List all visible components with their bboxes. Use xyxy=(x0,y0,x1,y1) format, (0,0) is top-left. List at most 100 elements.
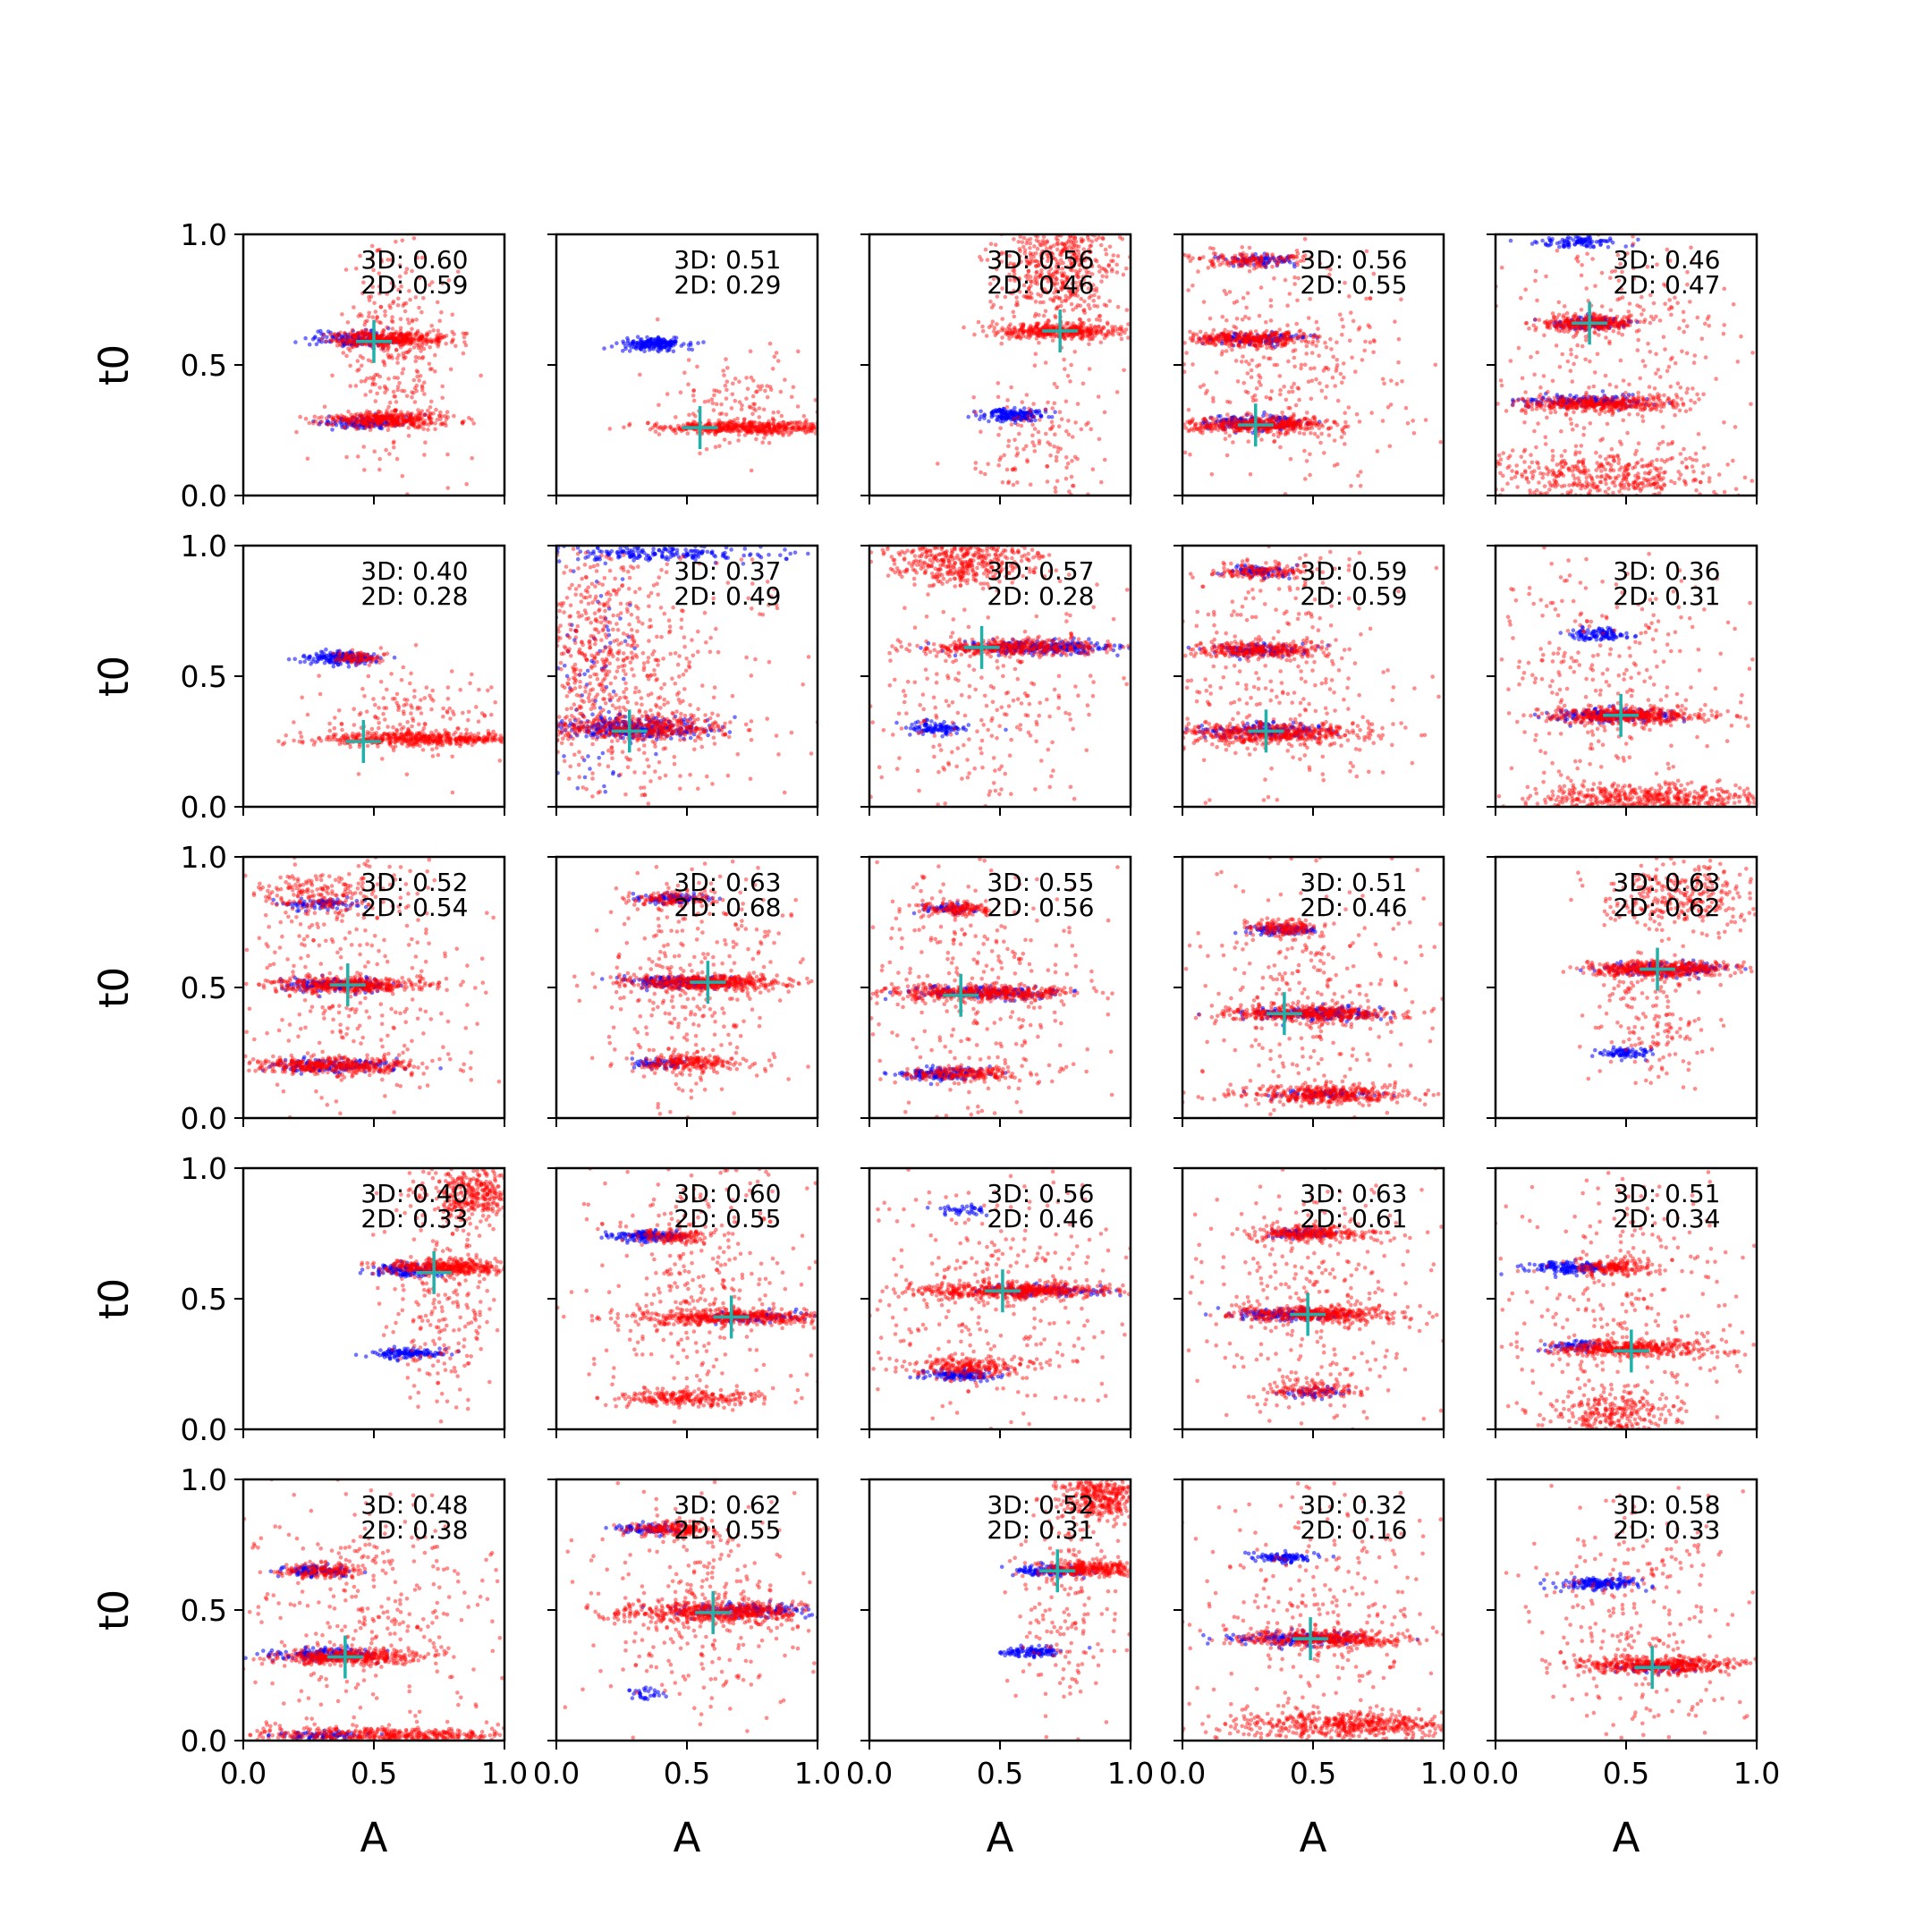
blue-point xyxy=(614,341,619,346)
red-point xyxy=(1375,449,1380,453)
red-point xyxy=(427,422,431,428)
red-point xyxy=(1294,249,1300,253)
red-point xyxy=(787,421,792,427)
red-point xyxy=(1340,317,1344,322)
red-point xyxy=(394,408,398,413)
red-point xyxy=(377,291,382,296)
red-point xyxy=(1284,422,1289,427)
red-point xyxy=(376,420,380,425)
red-point xyxy=(445,410,450,415)
red-point xyxy=(1110,330,1114,335)
red-point xyxy=(1089,326,1093,332)
red-point xyxy=(1038,330,1042,335)
red-point xyxy=(379,422,384,428)
red-point xyxy=(407,289,411,293)
red-point xyxy=(382,416,387,420)
red-point xyxy=(1069,240,1074,245)
red-point xyxy=(1286,390,1292,394)
red-point xyxy=(394,336,399,342)
red-point xyxy=(1252,335,1257,340)
red-point xyxy=(366,358,371,363)
blue-point xyxy=(317,422,322,427)
red-point xyxy=(1232,261,1236,266)
red-point xyxy=(765,424,770,429)
red-point xyxy=(378,304,384,309)
blue-point xyxy=(686,347,691,352)
red-point xyxy=(1202,424,1208,429)
red-point xyxy=(795,404,801,409)
red-point xyxy=(362,419,367,424)
red-point xyxy=(415,415,420,420)
red-point xyxy=(397,333,402,338)
red-point xyxy=(408,415,412,420)
red-point xyxy=(1209,422,1214,427)
red-point xyxy=(1194,340,1199,345)
red-point xyxy=(1281,335,1285,340)
red-point xyxy=(1261,355,1267,360)
red-point xyxy=(725,426,730,430)
red-point xyxy=(363,412,369,418)
red-point xyxy=(394,411,399,417)
red-point xyxy=(388,332,394,336)
red-point xyxy=(1236,335,1241,339)
red-point xyxy=(723,422,727,428)
red-point xyxy=(1292,381,1296,386)
red-point xyxy=(1028,237,1033,242)
red-point xyxy=(1114,390,1120,394)
red-point xyxy=(1053,257,1058,262)
red-point xyxy=(1272,332,1277,337)
red-point xyxy=(428,367,433,372)
red-point xyxy=(424,342,429,346)
red-point xyxy=(1073,324,1079,329)
red-point xyxy=(1301,426,1307,431)
red-point xyxy=(1256,339,1260,343)
red-point xyxy=(686,358,691,362)
blue-point xyxy=(1267,335,1273,341)
red-point xyxy=(1285,337,1291,342)
red-point xyxy=(397,423,402,428)
red-point xyxy=(1053,486,1058,490)
red-point xyxy=(1230,343,1234,348)
red-point xyxy=(1279,256,1284,260)
red-point xyxy=(419,345,423,350)
red-point xyxy=(1342,375,1346,380)
red-point xyxy=(1208,424,1213,428)
red-point xyxy=(758,421,763,427)
red-point xyxy=(1246,334,1251,339)
red-point xyxy=(1231,419,1236,425)
red-point xyxy=(354,422,359,427)
blue-point xyxy=(644,340,648,345)
red-point xyxy=(715,420,720,426)
red-point xyxy=(1030,296,1034,301)
red-point xyxy=(1028,294,1033,300)
red-point xyxy=(405,411,411,415)
red-point xyxy=(398,343,403,347)
blue-point xyxy=(326,329,331,335)
red-point xyxy=(1331,354,1335,360)
red-point xyxy=(1204,419,1208,424)
blue-point xyxy=(990,410,996,415)
red-point xyxy=(402,388,407,394)
red-point xyxy=(1244,332,1249,336)
red-point xyxy=(1007,253,1013,258)
red-point xyxy=(767,425,772,430)
red-point xyxy=(1259,265,1265,269)
red-point xyxy=(1087,281,1092,285)
red-point xyxy=(781,424,786,428)
red-point xyxy=(1035,282,1040,286)
red-point xyxy=(388,335,394,341)
red-point xyxy=(416,408,420,412)
red-point xyxy=(1191,284,1195,288)
blue-point xyxy=(356,332,360,337)
red-point xyxy=(389,413,394,419)
red-point xyxy=(335,339,340,344)
red-point xyxy=(1081,247,1086,252)
red-point xyxy=(692,422,697,428)
red-point xyxy=(1056,424,1062,429)
red-point xyxy=(325,422,330,427)
red-point xyxy=(708,422,712,427)
red-point xyxy=(1233,326,1239,330)
red-point xyxy=(352,333,358,337)
red-point xyxy=(383,343,388,349)
red-point xyxy=(691,419,696,424)
